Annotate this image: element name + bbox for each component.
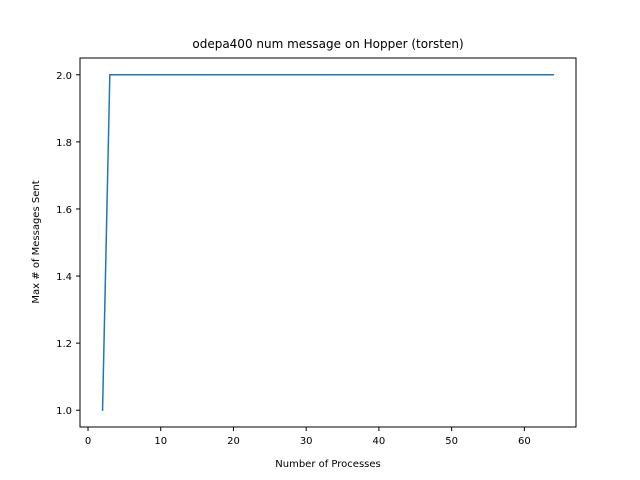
y-tick-label: 1.4 (56, 272, 72, 283)
x-axis: 0 10 20 30 40 50 60 (85, 427, 531, 447)
y-tick-label: 2.0 (56, 71, 72, 82)
y-axis: 1.0 1.2 1.4 1.6 1.8 2.0 (56, 71, 80, 417)
y-tick-label: 1.6 (56, 205, 72, 216)
data-point (101, 409, 104, 411)
x-axis-label: Number of Processes (275, 459, 380, 470)
x-tick-label: 40 (373, 436, 386, 447)
y-tick-label: 1.2 (56, 339, 72, 350)
x-tick-label: 60 (518, 436, 531, 447)
chart-title: odepa400 num message on Hopper (torsten) (192, 37, 463, 51)
data-point (552, 74, 555, 76)
x-tick-label: 20 (227, 436, 240, 447)
y-tick-label: 1.0 (56, 406, 72, 417)
y-tick-label: 1.8 (56, 138, 72, 149)
data-point (116, 74, 118, 76)
x-tick-label: 50 (445, 436, 458, 447)
y-axis-label: Max # of Messages Sent (31, 180, 42, 303)
data-point (319, 74, 322, 76)
x-tick-label: 10 (154, 436, 167, 447)
plot-area (101, 74, 555, 411)
data-point (145, 74, 147, 76)
plot-frame (79, 57, 577, 428)
data-point (203, 74, 206, 76)
x-tick-label: 30 (300, 436, 313, 447)
data-point (109, 74, 111, 76)
x-tick-label: 0 (85, 436, 91, 447)
